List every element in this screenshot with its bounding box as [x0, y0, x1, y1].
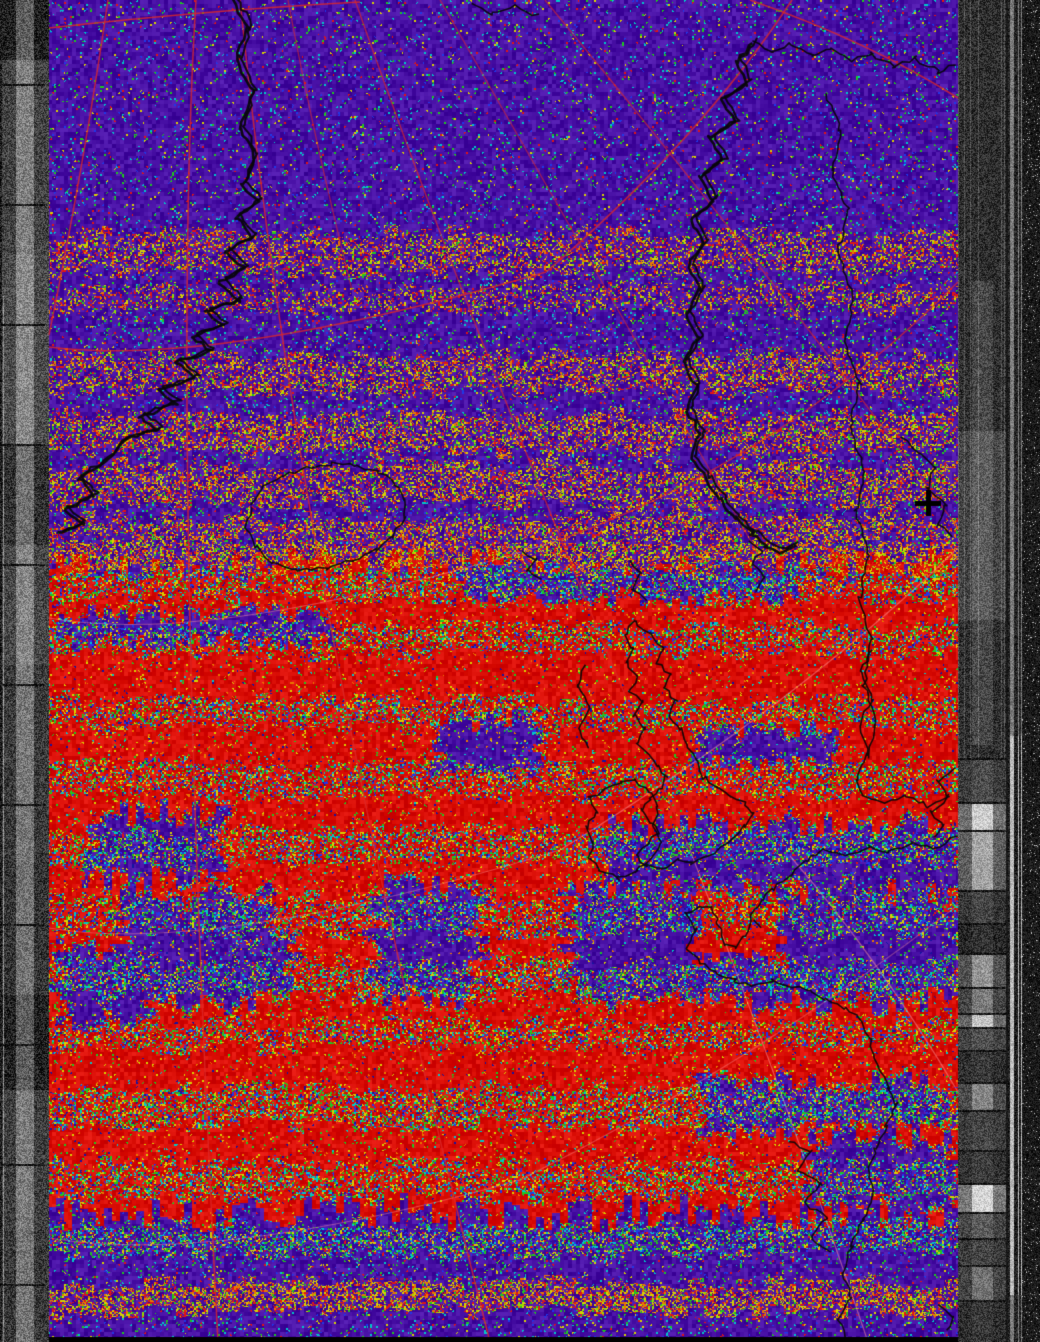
satellite-decode-image: NOAA APT weather satellite false-color d…: [0, 0, 1040, 1342]
satellite-image-canvas: [0, 0, 1040, 1342]
